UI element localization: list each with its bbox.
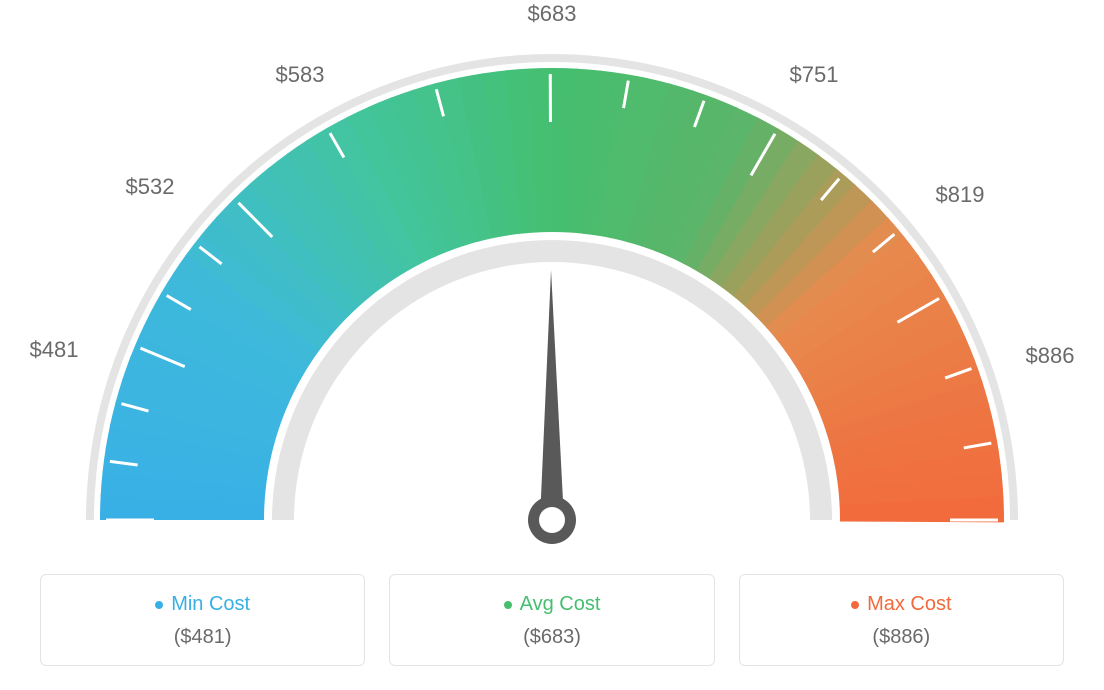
gauge-tick-label: $751 — [790, 62, 839, 88]
legend-card-max: Max Cost ($886) — [739, 574, 1064, 666]
legend-card-avg: Avg Cost ($683) — [389, 574, 714, 666]
legend-value-avg: ($683) — [402, 626, 701, 649]
gauge-svg — [0, 0, 1104, 560]
legend-row: Min Cost ($481) Avg Cost ($683) Max Cost… — [0, 574, 1104, 666]
legend-title-text: Avg Cost — [520, 593, 601, 616]
dot-icon — [504, 601, 512, 609]
legend-card-min: Min Cost ($481) — [40, 574, 365, 666]
legend-value-min: ($481) — [53, 626, 352, 649]
dot-icon — [155, 601, 163, 609]
legend-title-avg: Avg Cost — [504, 593, 601, 616]
legend-title-min: Min Cost — [155, 593, 250, 616]
gauge-tick-label: $819 — [936, 182, 985, 208]
legend-title-max: Max Cost — [851, 593, 951, 616]
gauge-tick-label: $583 — [276, 62, 325, 88]
gauge-tick-label: $886 — [1026, 343, 1075, 369]
legend-value-max: ($886) — [752, 626, 1051, 649]
gauge-tick-label: $532 — [126, 174, 175, 200]
gauge-tick-label: $481 — [30, 337, 79, 363]
legend-title-text: Max Cost — [867, 593, 951, 616]
dot-icon — [851, 601, 859, 609]
legend-title-text: Min Cost — [171, 593, 250, 616]
gauge-tick-label: $683 — [528, 1, 577, 27]
gauge-chart: $481 $532 $583 $683 $751 $819 $886 — [0, 0, 1104, 560]
